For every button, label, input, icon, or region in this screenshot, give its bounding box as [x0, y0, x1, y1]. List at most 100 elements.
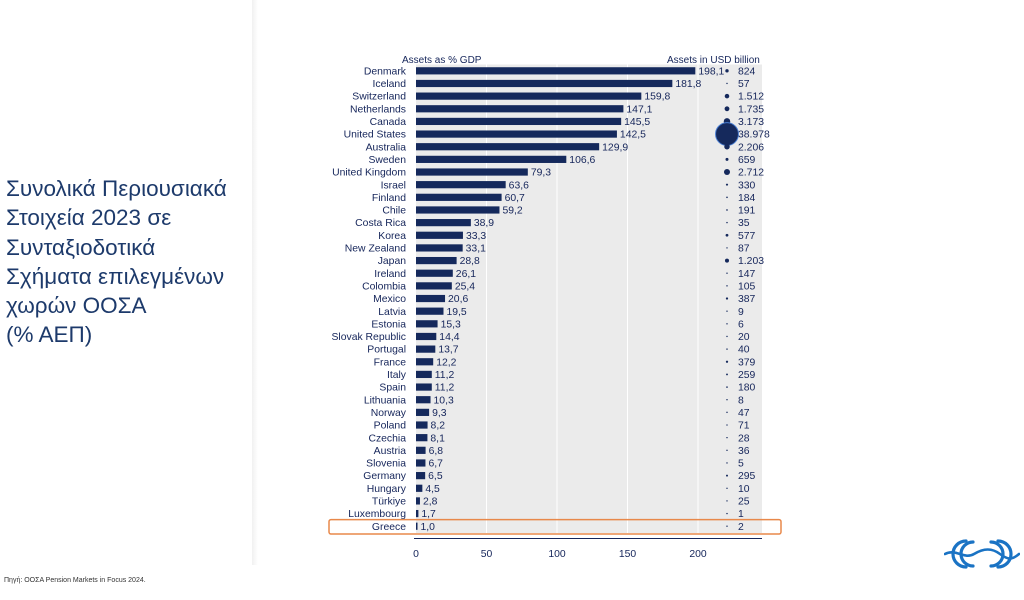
category-label: Portugal: [367, 345, 406, 356]
value-label: 20,6: [448, 294, 468, 305]
value-label: 60,7: [505, 193, 525, 204]
usd-bubble: [725, 297, 729, 300]
title-line: Σχήματα επιλεγμένων: [6, 263, 225, 289]
usd-label: 71: [738, 421, 750, 432]
usd-bubble: [726, 323, 728, 325]
usd-label: 330: [738, 180, 756, 191]
category-label: Netherlands: [350, 104, 406, 115]
bar: [416, 459, 426, 467]
usd-bubble: [726, 209, 728, 211]
usd-label: 38.978: [738, 130, 770, 141]
usd-bubble: [726, 82, 728, 85]
bar: [416, 484, 423, 492]
value-label: 19,5: [446, 307, 466, 318]
usd-label: 87: [738, 244, 750, 255]
usd-label: 1.735: [738, 104, 764, 115]
bar: [416, 105, 624, 113]
value-label: 12,2: [436, 357, 456, 368]
value-label: 8,2: [431, 421, 446, 432]
usd-label: 387: [738, 294, 756, 305]
bar: [416, 370, 432, 379]
value-label: 10,3: [434, 395, 454, 406]
slide-title: Συνολικά Περιουσιακά Στοιχεία 2023 σε Συ…: [6, 174, 256, 350]
usd-bubble: [726, 399, 728, 401]
category-label: Canada: [370, 117, 407, 128]
usd-label: 35: [738, 218, 750, 229]
usd-label: 659: [738, 155, 756, 166]
value-label: 147,1: [626, 104, 652, 115]
category-label: Austria: [374, 446, 407, 457]
usd-label: 577: [738, 231, 756, 242]
category-label: Chile: [382, 206, 406, 217]
usd-label: 1: [738, 509, 744, 520]
bar: [416, 408, 430, 416]
bar: [416, 269, 453, 277]
bar: [416, 168, 528, 176]
usd-label: 180: [738, 383, 756, 394]
category-label: Australia: [366, 142, 407, 153]
category-label: France: [374, 357, 407, 368]
x-tick-label: 200: [689, 549, 707, 560]
value-label: 13,7: [438, 345, 458, 356]
usd-bubble: [726, 335, 728, 338]
category-label: Slovak Republic: [331, 332, 406, 343]
bar: [416, 497, 420, 505]
bar: [416, 509, 419, 518]
usd-bubble: [724, 106, 730, 112]
category-label: Mexico: [373, 294, 406, 305]
usd-bubble: [725, 360, 729, 363]
bar: [416, 294, 446, 303]
category-label: Latvia: [378, 307, 406, 318]
usd-label: 2.712: [738, 168, 764, 179]
value-label: 198,1: [698, 66, 724, 77]
usd-bubble: [723, 169, 731, 176]
value-label: 181,8: [675, 79, 701, 90]
category-label: Iceland: [372, 79, 406, 90]
usd-bubble: [726, 247, 728, 249]
bar: [416, 383, 432, 391]
usd-label: 36: [738, 446, 750, 457]
usd-bubble: [726, 310, 728, 312]
category-label: Türkiye: [372, 497, 406, 508]
category-label: Switzerland: [352, 92, 406, 103]
bar: [416, 206, 500, 214]
usd-bubble: [724, 144, 730, 150]
usd-bubble: [726, 272, 728, 274]
value-label: 142,5: [620, 130, 646, 141]
value-label: 1,7: [421, 509, 436, 520]
category-label: Czechia: [368, 433, 406, 444]
x-tick-label: 50: [481, 549, 493, 560]
usd-bubble: [726, 436, 728, 439]
usd-label: 184: [738, 193, 756, 204]
bar: [416, 244, 463, 252]
value-label: 4,5: [425, 484, 440, 495]
usd-bubble: [726, 285, 728, 287]
value-label: 1,0: [421, 522, 436, 533]
category-label: Korea: [378, 231, 406, 242]
value-label: 33,1: [466, 244, 486, 255]
usd-label: 28: [738, 433, 750, 444]
company-logo-icon: [944, 539, 1020, 569]
value-label: 26,1: [456, 269, 476, 280]
bar: [416, 256, 457, 265]
category-label: United Kingdom: [332, 168, 406, 179]
value-label: 15,3: [441, 319, 461, 330]
category-label: Hungary: [367, 484, 407, 495]
bar: [416, 320, 438, 328]
header-left: Assets as % GDP: [402, 55, 482, 66]
usd-bubble: [726, 525, 728, 527]
usd-label: 295: [738, 471, 756, 482]
value-label: 33,3: [466, 231, 486, 242]
category-label: Lithuania: [364, 395, 406, 406]
usd-label: 2: [738, 522, 744, 533]
category-label: United States: [344, 130, 406, 141]
bar: [416, 219, 471, 227]
usd-bubble: [726, 474, 728, 477]
usd-label: 2.206: [738, 142, 764, 153]
bar: [416, 472, 426, 480]
bar: [416, 117, 622, 126]
bar: [416, 332, 437, 341]
title-line: Στοιχεία 2023 σε: [6, 205, 172, 231]
category-label: Finland: [372, 193, 406, 204]
